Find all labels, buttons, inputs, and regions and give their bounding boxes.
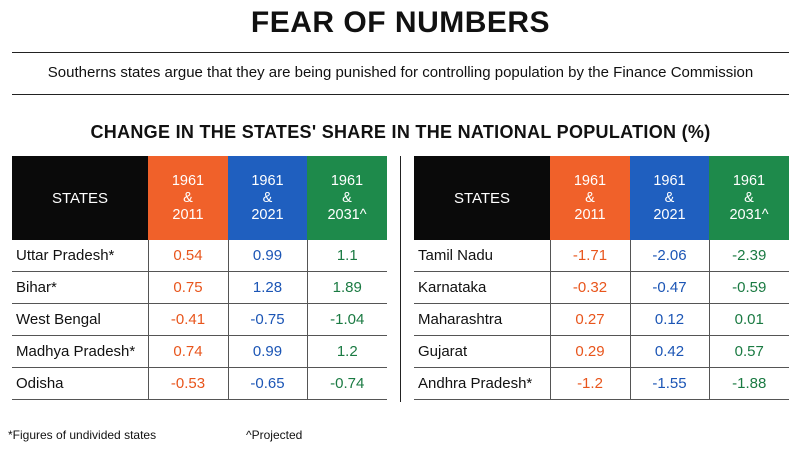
header-1961-2031: 1961 & 2031^ (709, 156, 789, 240)
value-cell-v2: 0.99 (227, 335, 307, 368)
header-line: 1961 (732, 172, 766, 189)
header-1961-2021: 1961 & 2021 (630, 156, 709, 240)
state-name: Madhya Pradesh* (12, 335, 148, 368)
value-cell-v3: 1.2 (306, 335, 387, 368)
value-cell-v3: 0.01 (708, 303, 789, 336)
center-divider (400, 156, 401, 402)
state-name: West Bengal (12, 303, 148, 336)
table-heading: CHANGE IN THE STATES' SHARE IN THE NATIO… (90, 122, 711, 142)
state-name: Maharashtra (414, 303, 550, 336)
value-cell-v2: 0.99 (227, 240, 307, 272)
subtitle-divider (12, 94, 789, 95)
table-row: Gujarat 0.29 0.42 0.57 (414, 335, 789, 368)
state-name: Andhra Pradesh* (414, 367, 550, 400)
value-cell-v3: 0.57 (708, 335, 789, 368)
footnote-undivided: *Figures of undivided states (8, 428, 157, 442)
value-cell-v2: -2.06 (629, 240, 709, 272)
value-cell-v2: -1.55 (629, 367, 709, 400)
header-line: & (664, 189, 675, 206)
page-title: FEAR OF NUMBERS (250, 6, 551, 39)
header-states: STATES (414, 156, 550, 240)
value-cell-v3: -0.74 (306, 367, 387, 400)
table-row: Bihar* 0.75 1.28 1.89 (12, 271, 387, 304)
value-cell-v1: 0.74 (147, 335, 228, 368)
header-line: 2011 (172, 206, 204, 223)
state-name: Tamil Nadu (414, 240, 550, 272)
header-line: 1961 (330, 172, 364, 189)
header-1961-2021: 1961 & 2021 (228, 156, 307, 240)
state-name: Karnataka (414, 271, 550, 304)
subtitle: Southerns states argue that they are bei… (47, 64, 754, 81)
value-cell-v1: -0.53 (147, 367, 228, 400)
value-cell-v1: -0.41 (147, 303, 228, 336)
table-row: Karnataka -0.32 -0.47 -0.59 (414, 271, 789, 304)
header-line: & (262, 189, 273, 206)
left-table: STATES 1961 & 2011 1961 & 2021 1961 & 20… (12, 156, 387, 400)
value-cell-v3: -1.04 (306, 303, 387, 336)
state-name: Gujarat (414, 335, 550, 368)
table-row: Madhya Pradesh* 0.74 0.99 1.2 (12, 335, 387, 368)
value-cell-v1: -0.32 (549, 271, 630, 304)
value-cell-v2: 1.28 (227, 271, 307, 304)
value-cell-v3: 1.1 (306, 240, 387, 272)
header-line: & (744, 189, 754, 206)
header-line: 2021 (251, 206, 284, 223)
state-name: Uttar Pradesh* (12, 240, 148, 272)
header-line: 1961 (251, 172, 284, 189)
value-cell-v1: -1.71 (549, 240, 630, 272)
header-line: & (183, 189, 193, 206)
header-1961-2011: 1961 & 2011 (550, 156, 630, 240)
header-line: & (585, 189, 595, 206)
header-line: 1961 (171, 172, 205, 189)
state-name: Odisha (12, 367, 148, 400)
table-row: Odisha -0.53 -0.65 -0.74 (12, 367, 387, 400)
value-cell-v2: 0.42 (629, 335, 709, 368)
value-cell-v2: -0.75 (227, 303, 307, 336)
header-states: STATES (12, 156, 148, 240)
header-line: 2011 (574, 206, 606, 223)
value-cell-v3: -1.88 (708, 367, 789, 400)
value-cell-v1: 0.54 (147, 240, 228, 272)
value-cell-v2: 0.12 (629, 303, 709, 336)
header-line: 1961 (573, 172, 607, 189)
header-1961-2031: 1961 & 2031^ (307, 156, 387, 240)
table-row: West Bengal -0.41 -0.75 -1.04 (12, 303, 387, 336)
header-line: 2031^ (729, 206, 769, 223)
value-cell-v1: -1.2 (549, 367, 630, 400)
value-cell-v3: -0.59 (708, 271, 789, 304)
value-cell-v2: -0.47 (629, 271, 709, 304)
state-name: Bihar* (12, 271, 148, 304)
footnote-projected: ^Projected (246, 428, 303, 442)
table-row: Andhra Pradesh* -1.2 -1.55 -1.88 (414, 367, 789, 400)
table-row: Tamil Nadu -1.71 -2.06 -2.39 (414, 240, 789, 272)
value-cell-v1: 0.29 (549, 335, 630, 368)
table-row: Maharashtra 0.27 0.12 0.01 (414, 303, 789, 336)
header-line: 2021 (653, 206, 686, 223)
value-cell-v3: 1.89 (306, 271, 387, 304)
value-cell-v2: -0.65 (227, 367, 307, 400)
header-line: 2031^ (327, 206, 367, 223)
header-line: & (342, 189, 352, 206)
header-line: 1961 (653, 172, 686, 189)
value-cell-v1: 0.27 (549, 303, 630, 336)
value-cell-v1: 0.75 (147, 271, 228, 304)
right-table: STATES 1961 & 2011 1961 & 2021 1961 & 20… (414, 156, 789, 400)
title-divider (12, 52, 789, 53)
value-cell-v3: -2.39 (708, 240, 789, 272)
table-row: Uttar Pradesh* 0.54 0.99 1.1 (12, 240, 387, 272)
header-1961-2011: 1961 & 2011 (148, 156, 228, 240)
